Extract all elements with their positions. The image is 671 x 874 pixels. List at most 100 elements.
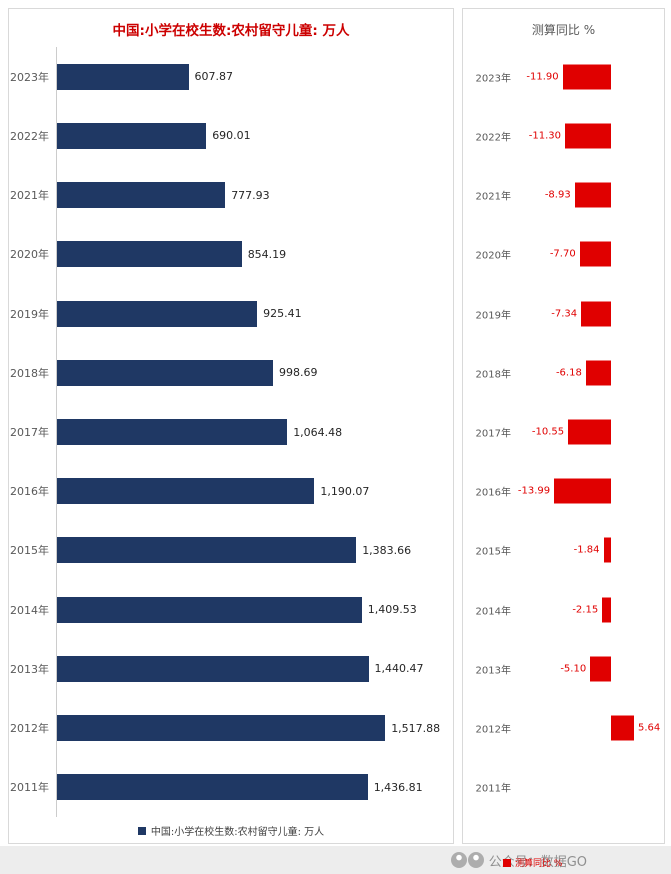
y-axis-label: 2012年 xyxy=(475,724,511,736)
legend-swatch-red xyxy=(503,858,511,867)
left-chart-legend-label: 中国:小学在校生数:农村留守儿童: 万人 xyxy=(150,827,325,838)
bar xyxy=(574,182,611,208)
left-chart-row: 2012年 1,517.88 xyxy=(9,698,453,758)
y-axis-label: 2023年 xyxy=(10,70,49,84)
bar xyxy=(57,655,369,682)
left-chart-row: 2014年 1,409.53 xyxy=(9,580,453,640)
right-chart-legend: 测算同比 % xyxy=(503,856,562,869)
y-axis-label: 2014年 xyxy=(475,606,511,618)
value-label: -7.70 xyxy=(549,248,576,260)
y-axis-label: 2020年 xyxy=(10,248,49,262)
watermark-footer: 公众号：数据GO xyxy=(0,846,671,874)
bar-zone: 854.19 xyxy=(56,224,453,284)
y-axis-label: 2013年 xyxy=(475,665,511,677)
right-chart-row: 2014年 -2.15 xyxy=(463,580,664,639)
bar xyxy=(57,241,242,268)
left-chart-row: 2022年 690.01 xyxy=(9,106,453,166)
y-axis-label: 2021年 xyxy=(475,191,511,203)
left-chart-row: 2023年 607.87 xyxy=(9,47,453,107)
bar-zone: 1,190.07 xyxy=(56,461,453,521)
right-chart-row: 2012年 5.64 xyxy=(463,699,664,758)
bar xyxy=(554,478,611,504)
bar-zone: 690.01 xyxy=(56,106,453,166)
left-chart-title: 中国:小学在校生数:农村留守儿童: 万人 xyxy=(112,23,350,39)
value-label: -11.30 xyxy=(528,130,561,142)
y-axis-label: 2022年 xyxy=(475,132,511,144)
right-chart-row: 2018年 -6.18 xyxy=(463,343,664,402)
y-axis-label: 2021年 xyxy=(10,189,49,203)
bar xyxy=(585,360,611,386)
y-axis-label: 2015年 xyxy=(475,546,511,558)
bar xyxy=(57,419,288,446)
right-chart-row: 2019年 -7.34 xyxy=(463,284,664,343)
value-label: 607.87 xyxy=(194,70,234,84)
y-axis-label: 2018年 xyxy=(10,366,49,380)
y-axis-label: 2017年 xyxy=(10,426,49,440)
value-label: 1,383.66 xyxy=(362,543,412,557)
value-label: -7.34 xyxy=(551,308,578,320)
bar-zone: 1,440.47 xyxy=(56,639,453,699)
left-chart-legend: 中国:小学在校生数:农村留守儿童: 万人 xyxy=(9,823,453,838)
value-label: 690.01 xyxy=(212,129,251,143)
bar-zone: 1,517.88 xyxy=(56,698,453,758)
value-label: 854.19 xyxy=(247,247,287,261)
right-chart-legend-label: 测算同比 % xyxy=(515,859,563,869)
left-chart-row: 2013年 1,440.47 xyxy=(9,639,453,699)
right-chart-row: 2023年 -11.90 xyxy=(463,47,664,106)
y-axis-label: 2018年 xyxy=(475,369,511,381)
y-axis-label: 2011年 xyxy=(475,783,511,795)
bar-zone: 925.41 xyxy=(56,283,453,344)
y-axis-label: 2014年 xyxy=(10,603,49,617)
bar xyxy=(565,123,611,149)
value-label: -1.84 xyxy=(573,544,600,556)
value-label: -2.15 xyxy=(572,604,599,616)
y-axis-label: 2023年 xyxy=(475,73,511,85)
right-chart-row: 2020年 -7.70 xyxy=(463,225,664,284)
bar xyxy=(57,537,357,564)
bar xyxy=(57,122,207,149)
value-label: -13.99 xyxy=(517,485,551,497)
value-label: 5.64 xyxy=(638,722,661,734)
bar-zone: 1,436.81 xyxy=(56,757,453,818)
y-axis-label: 2016年 xyxy=(475,487,511,499)
bar xyxy=(581,301,611,327)
bar xyxy=(562,64,611,90)
left-chart-row: 2021年 777.93 xyxy=(9,165,453,225)
bar xyxy=(579,241,611,267)
legend-swatch-navy xyxy=(137,826,146,835)
value-label: 1,064.48 xyxy=(293,425,343,439)
right-chart-panel: 测算同比 % 2023年 -11.90 2022年 -11.30 2021年 -8.93 2… xyxy=(462,8,665,844)
value-label: 998.69 xyxy=(279,366,318,380)
right-chart-row: 2016年 -13.99 xyxy=(463,462,664,521)
left-chart-row: 2019年 925.41 xyxy=(9,283,453,344)
left-chart-panel: 中国:小学在校生数:农村留守儿童: 万人 2023年 607.87 2022年 690… xyxy=(8,8,454,844)
value-label: 1,409.53 xyxy=(367,603,417,617)
bar xyxy=(602,597,611,623)
bar xyxy=(57,63,189,90)
left-chart-row: 2016年 1,190.07 xyxy=(9,461,453,521)
right-chart-row: 2021年 -8.93 xyxy=(463,165,664,224)
bar-zone: 998.69 xyxy=(56,343,453,403)
bar-zone: 1,409.53 xyxy=(56,580,453,640)
y-axis-label: 2022年 xyxy=(10,129,49,143)
right-chart-plot: 2023年 -11.90 2022年 -11.30 2021年 -8.93 2020年 -7.… xyxy=(463,47,664,817)
bar-zone: 607.87 xyxy=(56,47,453,107)
value-label: -11.90 xyxy=(526,71,559,83)
official-account-logo-icon xyxy=(467,852,484,868)
bar xyxy=(57,359,273,386)
right-chart-row: 2015年 -1.84 xyxy=(463,521,664,580)
value-label: 1,436.81 xyxy=(373,780,423,794)
official-account-logo-icon xyxy=(450,852,467,868)
bar xyxy=(57,596,362,623)
y-axis-label: 2013年 xyxy=(10,662,49,676)
bar xyxy=(57,715,386,742)
left-chart-plot: 2023年 607.87 2022年 690.01 2021年 777.93 2020年 85… xyxy=(9,47,453,818)
left-chart-row: 2015年 1,383.66 xyxy=(9,520,453,581)
right-chart-row: 2011年 xyxy=(463,758,664,817)
bar xyxy=(57,774,368,801)
value-label: 1,517.88 xyxy=(391,721,441,735)
bar-zone: 1,064.48 xyxy=(56,402,453,462)
value-label: 1,440.47 xyxy=(374,662,424,676)
watermark-text: 公众号：数据GO xyxy=(488,854,587,870)
